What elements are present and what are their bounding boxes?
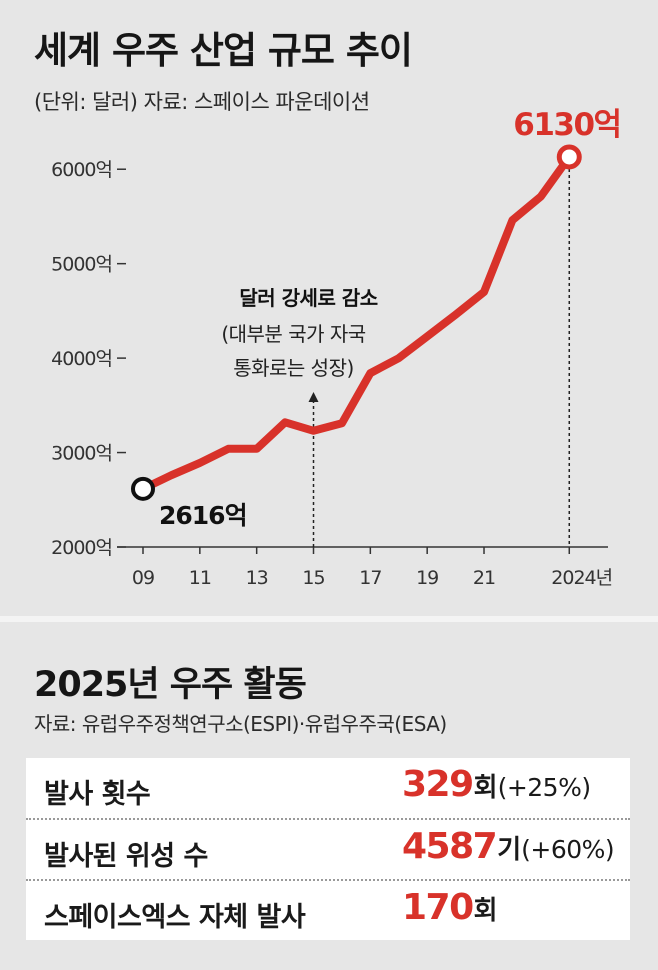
activity-title: 2025년 우주 활동 [34, 665, 307, 705]
y-tick-label: 2000억 [51, 537, 112, 559]
start-point-marker [131, 476, 155, 501]
chart-title: 세계 우주 산업 규모 추이 [34, 29, 413, 72]
x-tick-label: 21 [473, 567, 495, 589]
activity-row-value-group: 329회(+25%) [402, 764, 591, 805]
activity-row-unit: 기 [497, 835, 522, 865]
activity-table: 발사 횟수 329회(+25%) 발사된 위성 수 4587기(+60%) 스페… [26, 758, 630, 940]
activity-row-change: (+25%) [497, 773, 592, 802]
x-tick-label: 15 [302, 567, 324, 589]
activity-row-value: 4587 [402, 826, 498, 867]
activity-row-label: 발사 횟수 [44, 779, 151, 810]
annotation-line: (대부분 국가 자국 [221, 322, 365, 346]
start-value-label: 2616억 [159, 501, 247, 530]
activity-row-value: 170 [402, 887, 474, 928]
activity-row-label: 스페이스엑스 자체 발사 [44, 902, 306, 933]
activity-row-label: 발사된 위성 수 [44, 841, 208, 872]
activity-row-launches: 발사 횟수 329회(+25%) [26, 758, 630, 818]
activity-row-satellites: 발사된 위성 수 4587기(+60%) [26, 818, 630, 880]
activity-row-unit: 회 [473, 896, 498, 926]
section-divider [0, 616, 658, 622]
chart-subtitle: (단위: 달러) 자료: 스페이스 파운데이션 [34, 90, 370, 114]
activity-source: 자료: 유럽우주정책연구소(ESPI)·유럽우주국(ESA) [34, 712, 447, 736]
activity-row-unit: 회 [473, 773, 498, 803]
end-point-marker [556, 144, 582, 170]
activity-row-value: 329 [402, 764, 474, 805]
y-tick-label: 4000억 [51, 348, 112, 370]
activity-row-change: (+60%) [521, 835, 615, 864]
y-tick-label: 6000억 [51, 159, 112, 181]
x-tick-label: 11 [189, 567, 211, 589]
x-tick-label: 09 [132, 567, 154, 589]
x-tick-label: 13 [246, 567, 268, 589]
annotation-arrow-head [308, 392, 319, 402]
activity-row-value-group: 4587기(+60%) [402, 826, 615, 867]
x-tick-label: 17 [359, 567, 381, 589]
x-tick-label: 2024년 [551, 567, 612, 589]
data-series-line [139, 152, 574, 493]
y-tick-label: 5000억 [51, 254, 112, 276]
x-tick-label: 19 [416, 567, 438, 589]
line-chart: 2000억 3000억 4000억 5000억 6000억 09 11 13 15 17 19 21 2… [51, 107, 622, 589]
activity-row-spacex: 스페이스엑스 자체 발사 170회 [26, 879, 630, 941]
annotation-line: 통화로는 성장) [233, 356, 354, 380]
annotation-title: 달러 강세로 감소 [239, 286, 377, 310]
activity-row-value-group: 170회 [402, 887, 498, 928]
end-value-label: 6130억 [513, 107, 620, 143]
y-tick-label: 3000억 [51, 443, 112, 465]
